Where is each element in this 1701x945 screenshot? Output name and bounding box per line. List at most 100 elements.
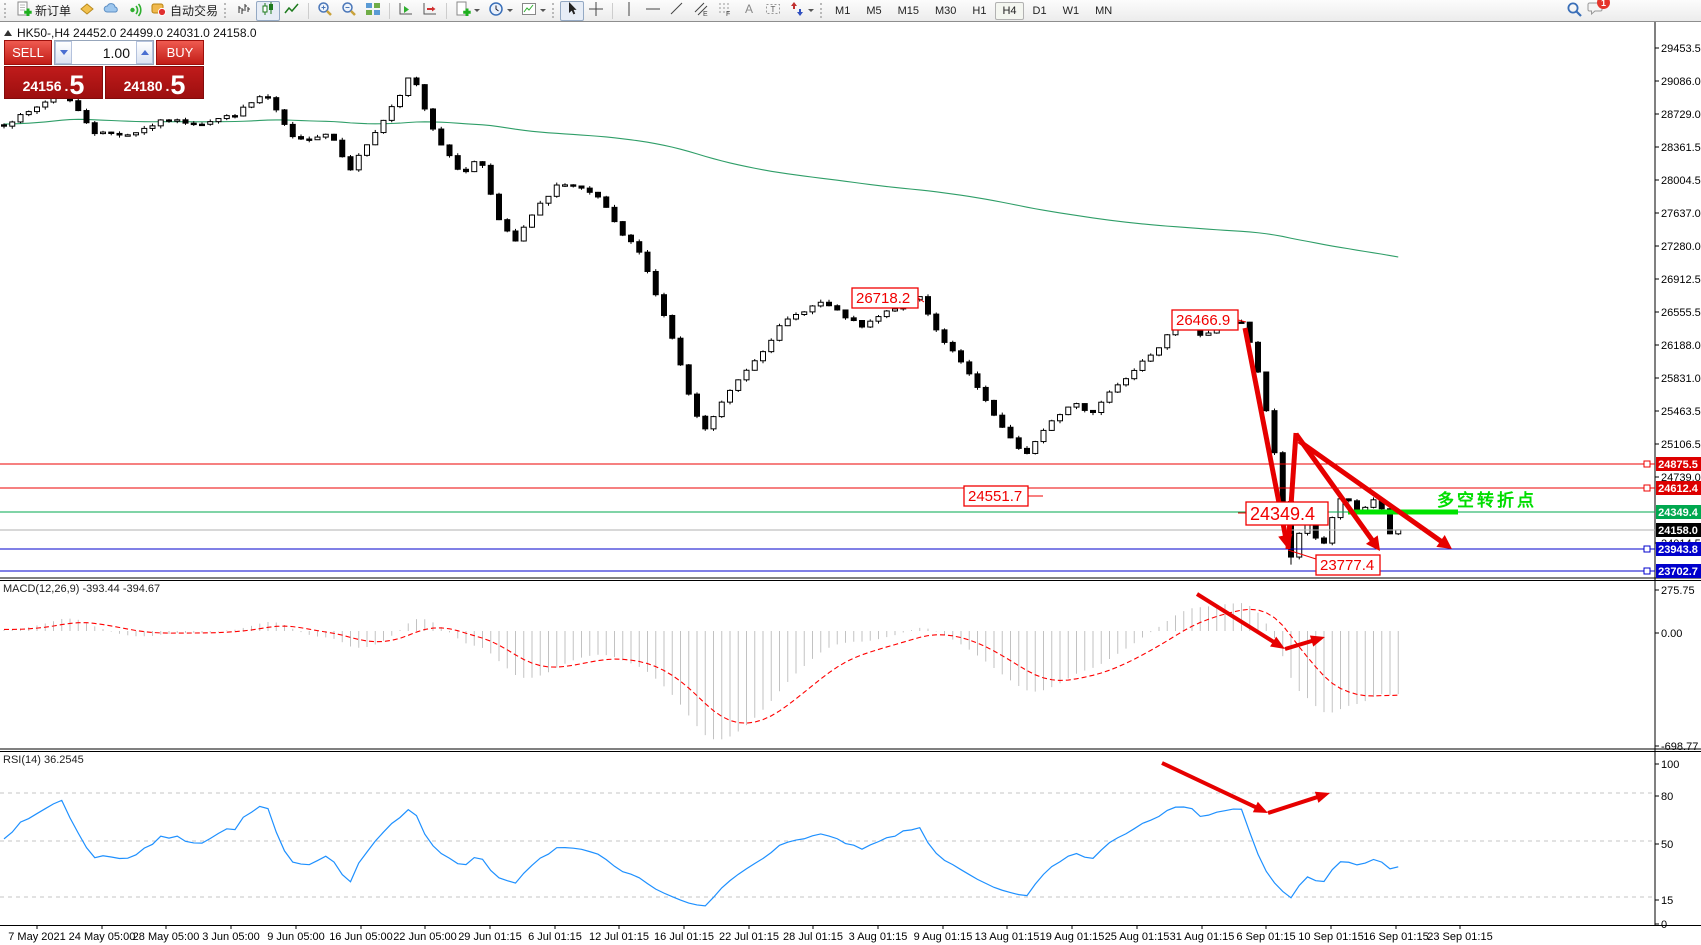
vertical-line-icon bbox=[621, 1, 637, 20]
toolbar-grip[interactable] bbox=[224, 3, 228, 18]
callout-24349.4[interactable] bbox=[1245, 501, 1329, 526]
svg-text:28729.0: 28729.0 bbox=[1661, 109, 1701, 121]
volume-decrease-button[interactable] bbox=[55, 41, 72, 64]
auto-scroll-button[interactable] bbox=[394, 1, 418, 21]
candlestick-chart-button[interactable] bbox=[256, 0, 281, 21]
channel-icon: E bbox=[693, 1, 709, 20]
svg-text:23943.8: 23943.8 bbox=[1658, 544, 1698, 556]
price-axis[interactable]: 29453.5 29086.0 28729.0 28361.5 28004.5 27637… bbox=[1655, 43, 1701, 550]
timeframe-mn-button[interactable]: MN bbox=[1088, 2, 1119, 20]
candlestick-chart-icon bbox=[260, 1, 276, 20]
svg-text:29453.5: 29453.5 bbox=[1661, 43, 1701, 55]
chevron-down-icon bbox=[808, 9, 815, 15]
svg-text:25831.0: 25831.0 bbox=[1661, 373, 1701, 385]
text-icon: A bbox=[741, 1, 757, 20]
new-order-button[interactable]: 新订单 bbox=[12, 1, 75, 21]
timeframe-m30-button[interactable]: M30 bbox=[928, 2, 963, 20]
crosshair-icon bbox=[588, 1, 604, 20]
svg-text:24612.4: 24612.4 bbox=[1658, 483, 1699, 495]
notifications-button[interactable]: 1 bbox=[1587, 0, 1610, 21]
cursor-icon bbox=[564, 1, 580, 20]
timeframe-w1-button[interactable]: W1 bbox=[1056, 2, 1087, 20]
svg-text:28004.5: 28004.5 bbox=[1661, 175, 1701, 187]
timeframe-h1-button[interactable]: H1 bbox=[965, 2, 993, 20]
indicators-button[interactable] bbox=[451, 1, 484, 21]
svg-text:19 Aug 01:15: 19 Aug 01:15 bbox=[1040, 931, 1105, 943]
notification-badge: 1 bbox=[1597, 0, 1610, 9]
svg-text:23 Sep 01:15: 23 Sep 01:15 bbox=[1427, 931, 1492, 943]
bar-chart-icon bbox=[236, 1, 252, 20]
text-label-icon: T bbox=[765, 1, 781, 20]
callout-24551.7[interactable] bbox=[963, 485, 1029, 507]
sell-button[interactable]: SELL bbox=[4, 40, 52, 65]
svg-text:80: 80 bbox=[1661, 791, 1673, 803]
volume-input[interactable]: 1.00 bbox=[102, 44, 130, 61]
timeframe-d1-button[interactable]: D1 bbox=[1026, 2, 1054, 20]
fibonacci-tool-button[interactable]: F bbox=[713, 1, 737, 21]
svg-text:F: F bbox=[726, 11, 730, 17]
line-chart-button[interactable] bbox=[280, 1, 304, 21]
svg-text:15: 15 bbox=[1661, 895, 1673, 907]
zoom-out-button[interactable] bbox=[337, 1, 361, 21]
chart-shift-button[interactable] bbox=[418, 1, 442, 21]
templates-button[interactable] bbox=[517, 1, 550, 21]
market-watch-cloud-button[interactable] bbox=[99, 1, 123, 21]
callout-26718.2[interactable] bbox=[851, 287, 919, 309]
signal-icon bbox=[127, 1, 143, 20]
svg-text:28 May 05:00: 28 May 05:00 bbox=[133, 931, 200, 943]
timeframe-m5-button[interactable]: M5 bbox=[859, 2, 888, 20]
svg-text:0.00: 0.00 bbox=[1661, 628, 1682, 640]
chevron-down-icon bbox=[474, 9, 481, 15]
periods-button[interactable] bbox=[484, 1, 517, 21]
timeframe-m15-button[interactable]: M15 bbox=[891, 2, 926, 20]
crosshair-tool-button[interactable] bbox=[584, 1, 608, 21]
volume-increase-button[interactable] bbox=[136, 41, 153, 64]
search-button[interactable] bbox=[1562, 1, 1587, 21]
auto-trading-button[interactable]: 自动交易 bbox=[147, 1, 222, 21]
arrows-icon bbox=[789, 1, 805, 20]
trendline-tool-button[interactable] bbox=[665, 1, 689, 21]
toolbar: 新订单 自动交易 bbox=[0, 0, 1701, 22]
tile-windows-button[interactable] bbox=[361, 1, 385, 21]
svg-text:16 Jul 01:15: 16 Jul 01:15 bbox=[654, 931, 714, 943]
chart-profiles-button[interactable] bbox=[75, 1, 99, 21]
line-chart-icon bbox=[284, 1, 300, 20]
cursor-tool-button[interactable] bbox=[560, 0, 585, 21]
text-tool-button[interactable]: A bbox=[737, 1, 761, 21]
vertical-line-tool-button[interactable] bbox=[617, 1, 641, 21]
horizontal-line-tool-button[interactable] bbox=[641, 1, 665, 21]
bar-chart-button[interactable] bbox=[232, 1, 256, 21]
svg-text:13 Aug 01:15: 13 Aug 01:15 bbox=[975, 931, 1040, 943]
chart-region: 29453.5 29086.0 28729.0 28361.5 28004.5 27637… bbox=[0, 22, 1701, 945]
equidistant-channel-tool-button[interactable]: E bbox=[689, 1, 713, 21]
turning-point-note[interactable]: 多空转折点 bbox=[1437, 490, 1537, 510]
svg-text:10 Sep 01:15: 10 Sep 01:15 bbox=[1298, 931, 1363, 943]
timeframe-m1-button[interactable]: M1 bbox=[828, 2, 857, 20]
timeframe-h4-button[interactable]: H4 bbox=[995, 1, 1024, 20]
toolbar-grip[interactable] bbox=[4, 3, 8, 18]
collapse-chart-icon[interactable] bbox=[4, 26, 12, 36]
svg-text:275.75: 275.75 bbox=[1661, 585, 1695, 597]
toolbar-grip[interactable] bbox=[820, 3, 824, 18]
callout-26466.9[interactable] bbox=[1171, 309, 1239, 331]
candlesticks bbox=[1, 76, 1402, 565]
toolbar-grip[interactable] bbox=[552, 3, 556, 18]
macd-indicator-label: MACD(12,26,9) -393.44 -394.67 bbox=[3, 583, 161, 595]
macd-pane: 275.75 0.00 -698.77 bbox=[3, 585, 1698, 753]
trend-arrows bbox=[1242, 327, 1452, 551]
callout-23777.4[interactable] bbox=[1315, 554, 1381, 576]
clock-icon bbox=[488, 1, 504, 20]
template-icon bbox=[521, 1, 537, 20]
chart-canvas[interactable]: 29453.5 29086.0 28729.0 28361.5 28004.5 27637… bbox=[0, 22, 1701, 945]
svg-text:25106.5: 25106.5 bbox=[1661, 439, 1701, 451]
timeframe-group: M1 M5 M15 M30 H1 H4 D1 W1 MN bbox=[828, 1, 1119, 20]
arrows-tool-button[interactable] bbox=[785, 1, 818, 21]
text-label-tool-button[interactable]: T bbox=[761, 1, 785, 21]
signals-button[interactable] bbox=[123, 1, 147, 21]
buy-button[interactable]: BUY bbox=[156, 40, 204, 65]
zoom-in-button[interactable] bbox=[313, 1, 337, 21]
trendline-icon bbox=[669, 1, 685, 20]
svg-text:26466.9: 26466.9 bbox=[1176, 312, 1230, 329]
svg-text:31 Aug 01:15: 31 Aug 01:15 bbox=[1170, 931, 1235, 943]
